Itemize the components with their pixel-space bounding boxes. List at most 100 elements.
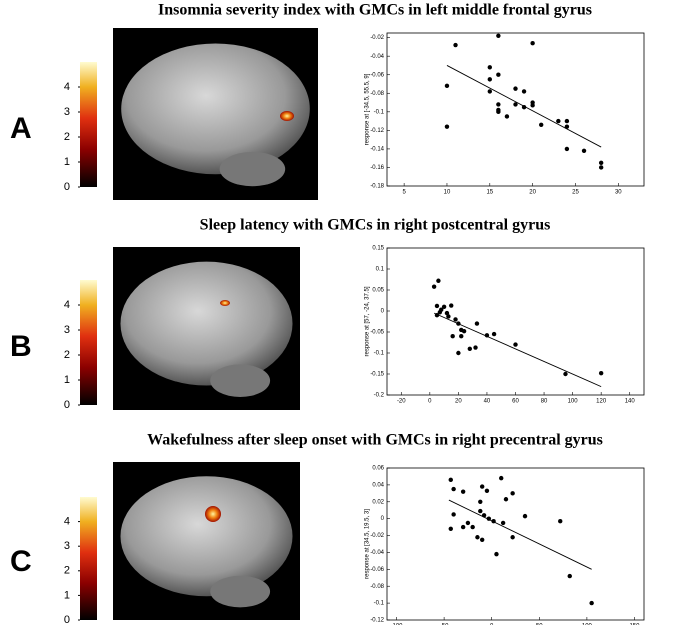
panel-label: B: [10, 330, 32, 363]
fit-line: [448, 499, 592, 570]
point: [521, 104, 527, 110]
cerebellum: [219, 151, 286, 187]
y-tick-label: -0.2: [374, 393, 385, 399]
point: [450, 334, 455, 339]
x-tick-label: 30: [615, 190, 622, 196]
point: [487, 77, 492, 82]
point: [456, 350, 461, 356]
colorbar-tick-label: 2: [64, 349, 70, 361]
point: [434, 313, 440, 318]
y-axis-label: response at [57, -24, 37.5]: [365, 286, 371, 356]
y-tick-label: -0.05: [370, 330, 384, 336]
point: [474, 321, 480, 326]
x-tick-label: 60: [512, 399, 519, 405]
panel-title: Wakefulness after sleep onset with GMCs …: [147, 432, 603, 449]
fit-line: [433, 312, 602, 388]
point: [522, 513, 528, 519]
x-tick-label: 120: [596, 399, 607, 405]
y-tick-label: 0.15: [372, 246, 384, 252]
point: [510, 491, 515, 496]
y-tick-label: 0.02: [372, 499, 384, 505]
point: [521, 89, 527, 94]
colorbar: [80, 280, 97, 405]
colorbar: [80, 497, 97, 620]
x-tick-label: 15: [486, 190, 493, 196]
x-tick-label: 100: [568, 399, 579, 405]
point: [581, 148, 587, 153]
colorbar-tick-label: 4: [64, 81, 70, 93]
point: [451, 486, 456, 492]
brain: [120, 476, 293, 597]
point: [453, 317, 458, 322]
y-tick-label: -0.12: [370, 618, 384, 624]
colorbar-tick-label: 3: [64, 106, 70, 118]
x-tick-label: 20: [455, 399, 462, 405]
point: [530, 41, 535, 46]
x-tick-label: 5: [402, 190, 406, 196]
x-tick-label: 25: [572, 190, 579, 196]
point: [437, 310, 443, 315]
point: [484, 333, 490, 338]
point: [487, 89, 492, 94]
activation: [280, 111, 294, 121]
point: [500, 520, 506, 526]
y-tick-label: -0.1: [374, 351, 385, 357]
point: [513, 342, 518, 347]
point: [567, 573, 572, 579]
point: [449, 303, 454, 308]
y-tick-label: -0.08: [370, 584, 384, 590]
colorbar-tick-label: 3: [64, 324, 70, 336]
y-tick-label: 0.05: [372, 288, 384, 294]
y-tick-label: -0.06: [370, 72, 384, 78]
point: [444, 310, 450, 316]
point: [460, 524, 466, 530]
point: [484, 488, 490, 493]
x-tick-label: 10: [444, 190, 451, 196]
point: [496, 33, 501, 38]
point: [486, 516, 492, 521]
point: [504, 114, 510, 119]
y-tick-label: -0.04: [370, 54, 384, 60]
y-tick-label: 0: [381, 516, 385, 522]
point: [446, 314, 451, 319]
point: [503, 497, 509, 502]
point: [487, 65, 492, 70]
point: [563, 371, 568, 377]
point: [499, 475, 504, 481]
x-tick-label: -20: [397, 399, 406, 405]
y-axis-label: response at [34.5, 19.5, 3]: [365, 509, 371, 579]
point: [444, 124, 450, 129]
point: [496, 102, 501, 107]
y-tick-label: -0.1: [374, 601, 385, 607]
point: [530, 103, 535, 108]
point: [598, 165, 604, 170]
point: [589, 600, 594, 606]
y-tick-label: -0.14: [370, 146, 384, 152]
y-tick-label: -0.16: [370, 165, 384, 171]
point: [539, 122, 544, 128]
point: [558, 519, 563, 524]
point: [556, 118, 561, 124]
cerebellum: [210, 364, 271, 397]
point: [460, 489, 466, 494]
x-tick-label: 80: [541, 399, 548, 405]
point: [598, 160, 604, 166]
point: [479, 537, 485, 542]
point: [510, 535, 515, 540]
x-tick-label: 40: [484, 399, 491, 405]
colorbar-tick-label: 0: [64, 181, 70, 193]
point: [494, 551, 499, 557]
point: [465, 520, 471, 526]
point: [467, 346, 473, 351]
point: [461, 328, 467, 334]
point: [473, 345, 478, 350]
colorbar-tick-label: 4: [64, 299, 70, 311]
y-tick-label: 0.04: [372, 482, 384, 488]
point: [441, 304, 447, 309]
y-tick-label: -0.12: [370, 128, 384, 134]
colorbar-tick-label: 1: [64, 374, 70, 386]
y-tick-label: -0.15: [370, 372, 384, 378]
point: [431, 284, 437, 289]
point: [478, 499, 483, 504]
